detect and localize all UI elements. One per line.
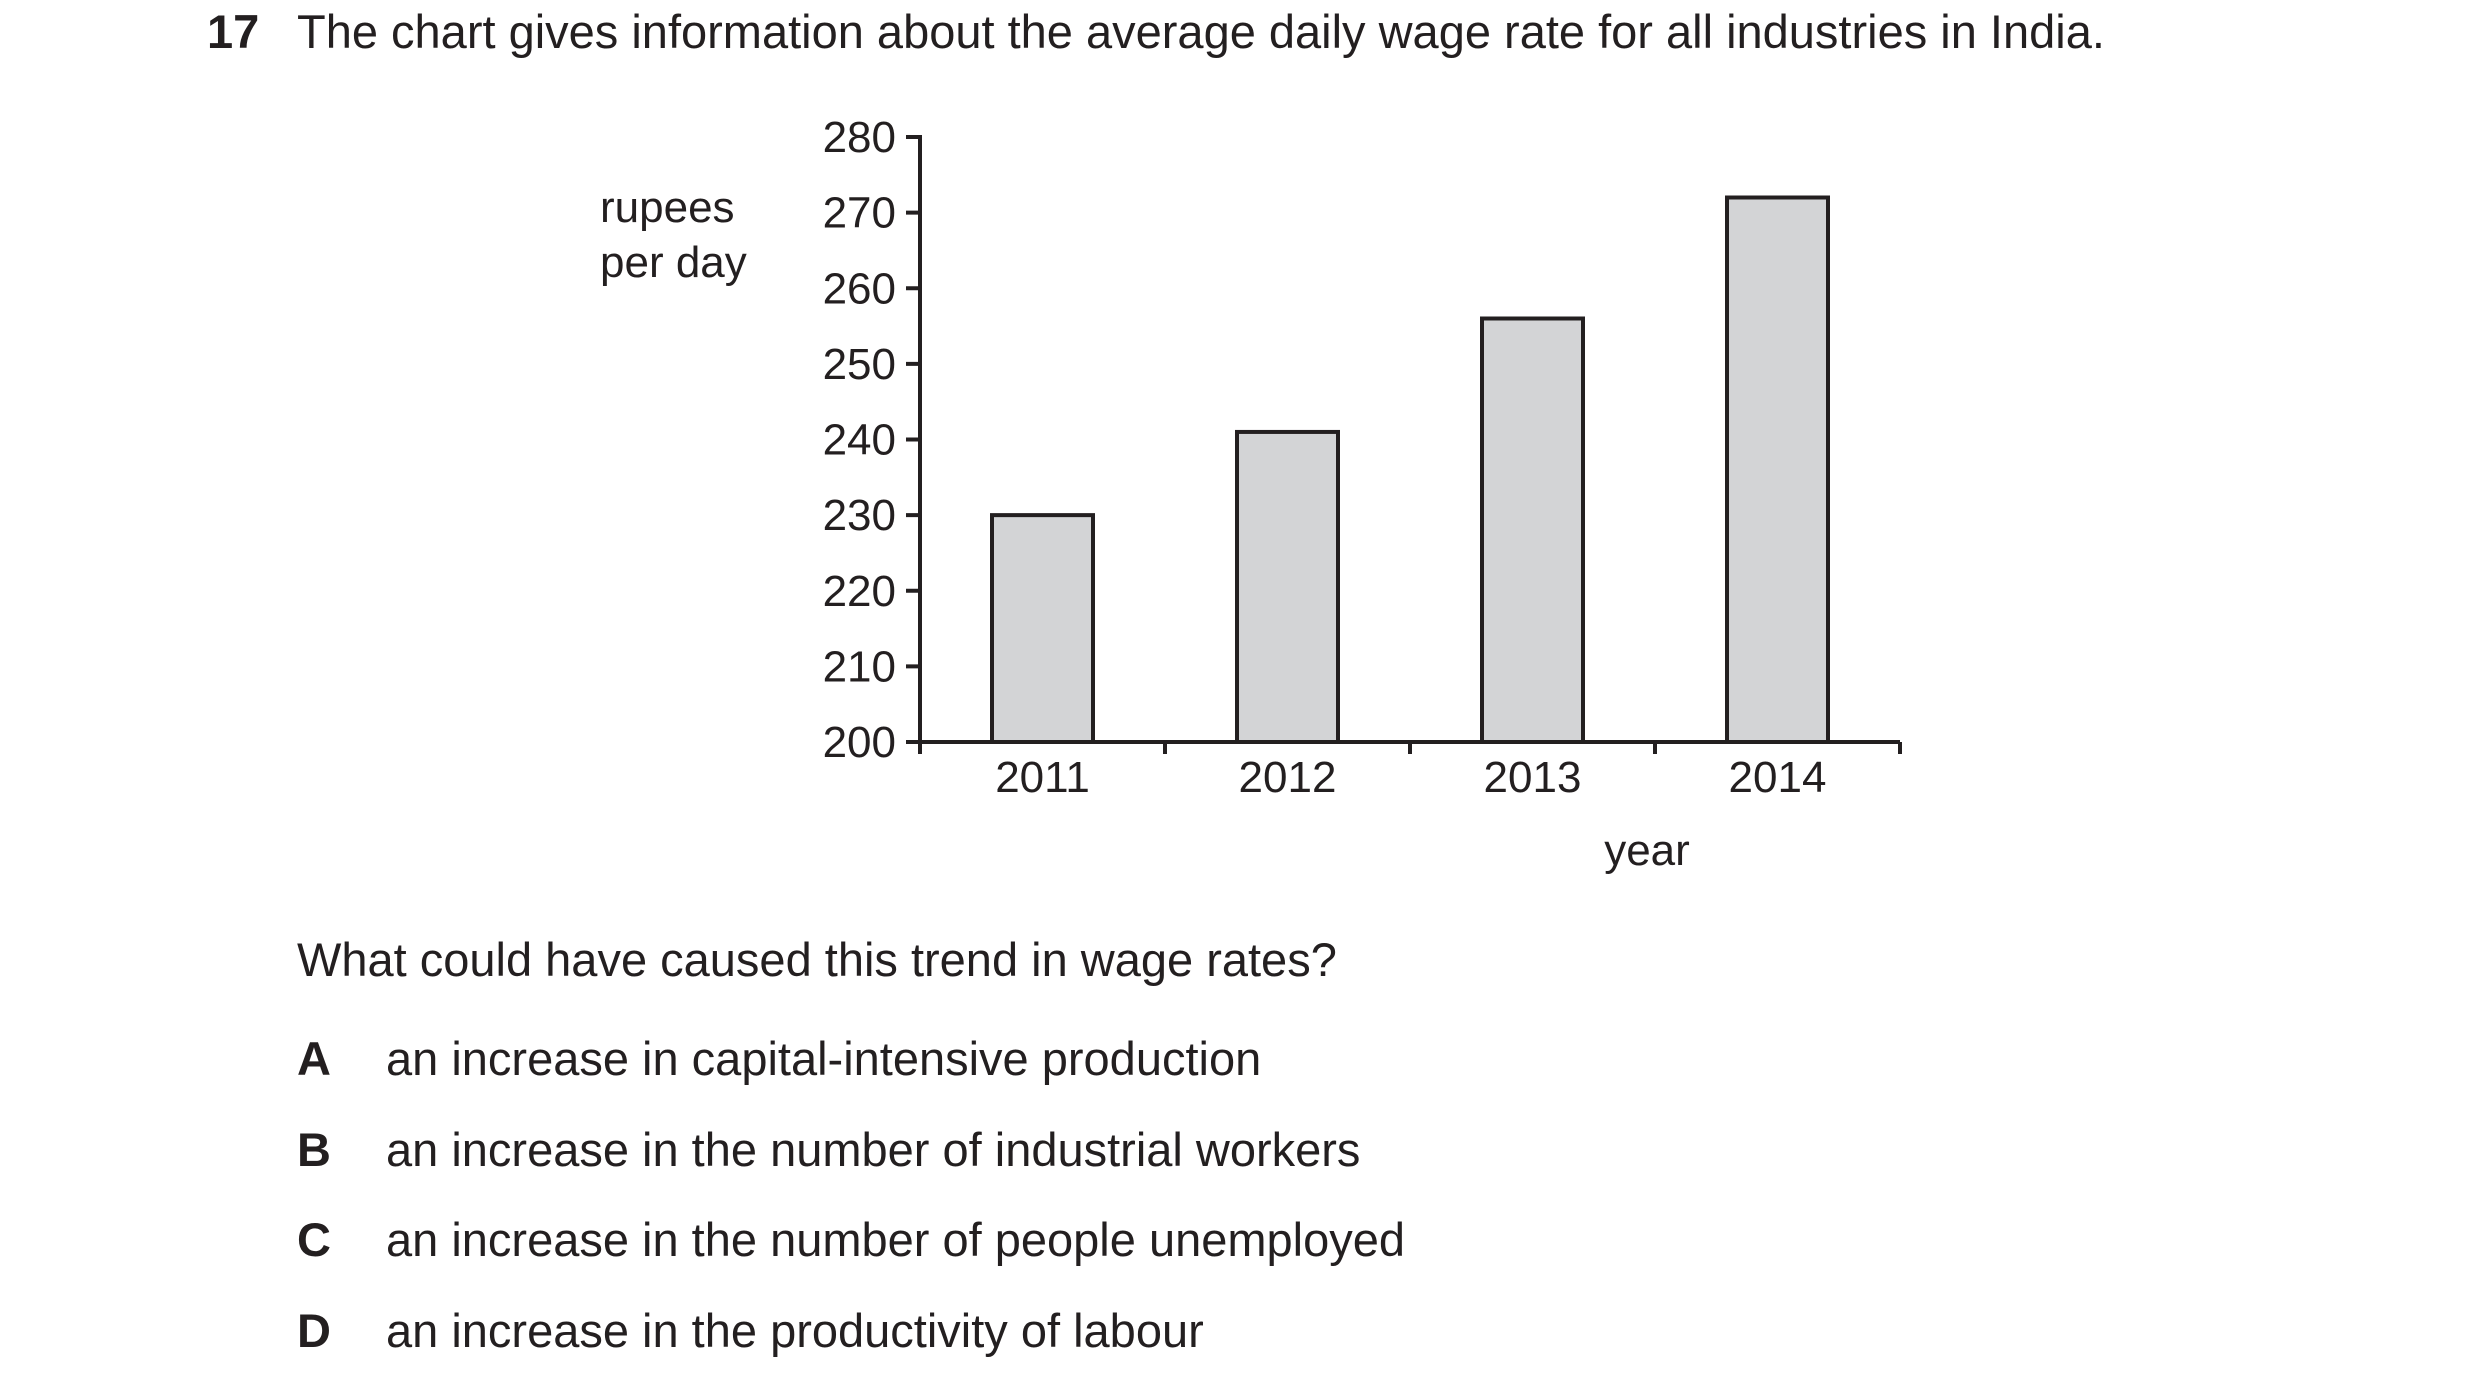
option-letter: C [297, 1213, 331, 1266]
y-axis-label: rupees per day [600, 183, 747, 287]
x-tick-label-2013: 2013 [1484, 753, 1582, 802]
x-axis-label: year [1604, 826, 1690, 875]
option-text: an increase in the number of industrial … [386, 1123, 1361, 1176]
y-tick-label-210: 210 [823, 642, 896, 691]
y-ticks-group: 200 210 220 230 240 250 260 270 280 [823, 113, 920, 767]
option-text: an increase in capital-intensive product… [386, 1032, 1262, 1085]
option-letter: D [297, 1304, 331, 1357]
y-tick-label-240: 240 [823, 416, 896, 465]
x-tick-label-2011: 2011 [995, 753, 1090, 802]
bar-2014 [1725, 195, 1830, 744]
y-tick-label-220: 220 [823, 567, 896, 616]
y-tick-label-230: 230 [823, 491, 896, 540]
x-ticks-group: 2011 2012 2013 2014 [995, 742, 1902, 802]
y-tick-label-270: 270 [823, 189, 896, 238]
y-tick-label-280: 280 [823, 113, 896, 162]
option-letter: A [297, 1032, 331, 1085]
option-text: an increase in the number of people unem… [386, 1213, 1406, 1266]
option-letter: B [297, 1123, 331, 1176]
bar-2013 [1480, 316, 1585, 744]
question-number: 17 [207, 5, 260, 58]
bars-group [990, 195, 1830, 744]
bar-2011 [990, 513, 1095, 744]
x-tick-label-2012: 2012 [1239, 753, 1337, 802]
wage-rate-bar-chart: rupees per day 2002102202302402502602702… [600, 113, 1902, 875]
y-tick-label-250: 250 [823, 340, 896, 389]
x-tick-label-2014: 2014 [1729, 753, 1827, 802]
y-axis-label-line-1: rupees [600, 183, 735, 232]
bar-2012 [1235, 429, 1340, 744]
question-prompt: What could have caused this trend in wag… [297, 933, 1337, 986]
question-stem: The chart gives information about the av… [297, 5, 2105, 58]
y-tick-label-260: 260 [823, 264, 896, 313]
option-text: an increase in the productivity of labou… [386, 1304, 1204, 1357]
y-tick-label-200: 200 [823, 718, 896, 767]
y-axis-label-line-2: per day [600, 238, 747, 287]
